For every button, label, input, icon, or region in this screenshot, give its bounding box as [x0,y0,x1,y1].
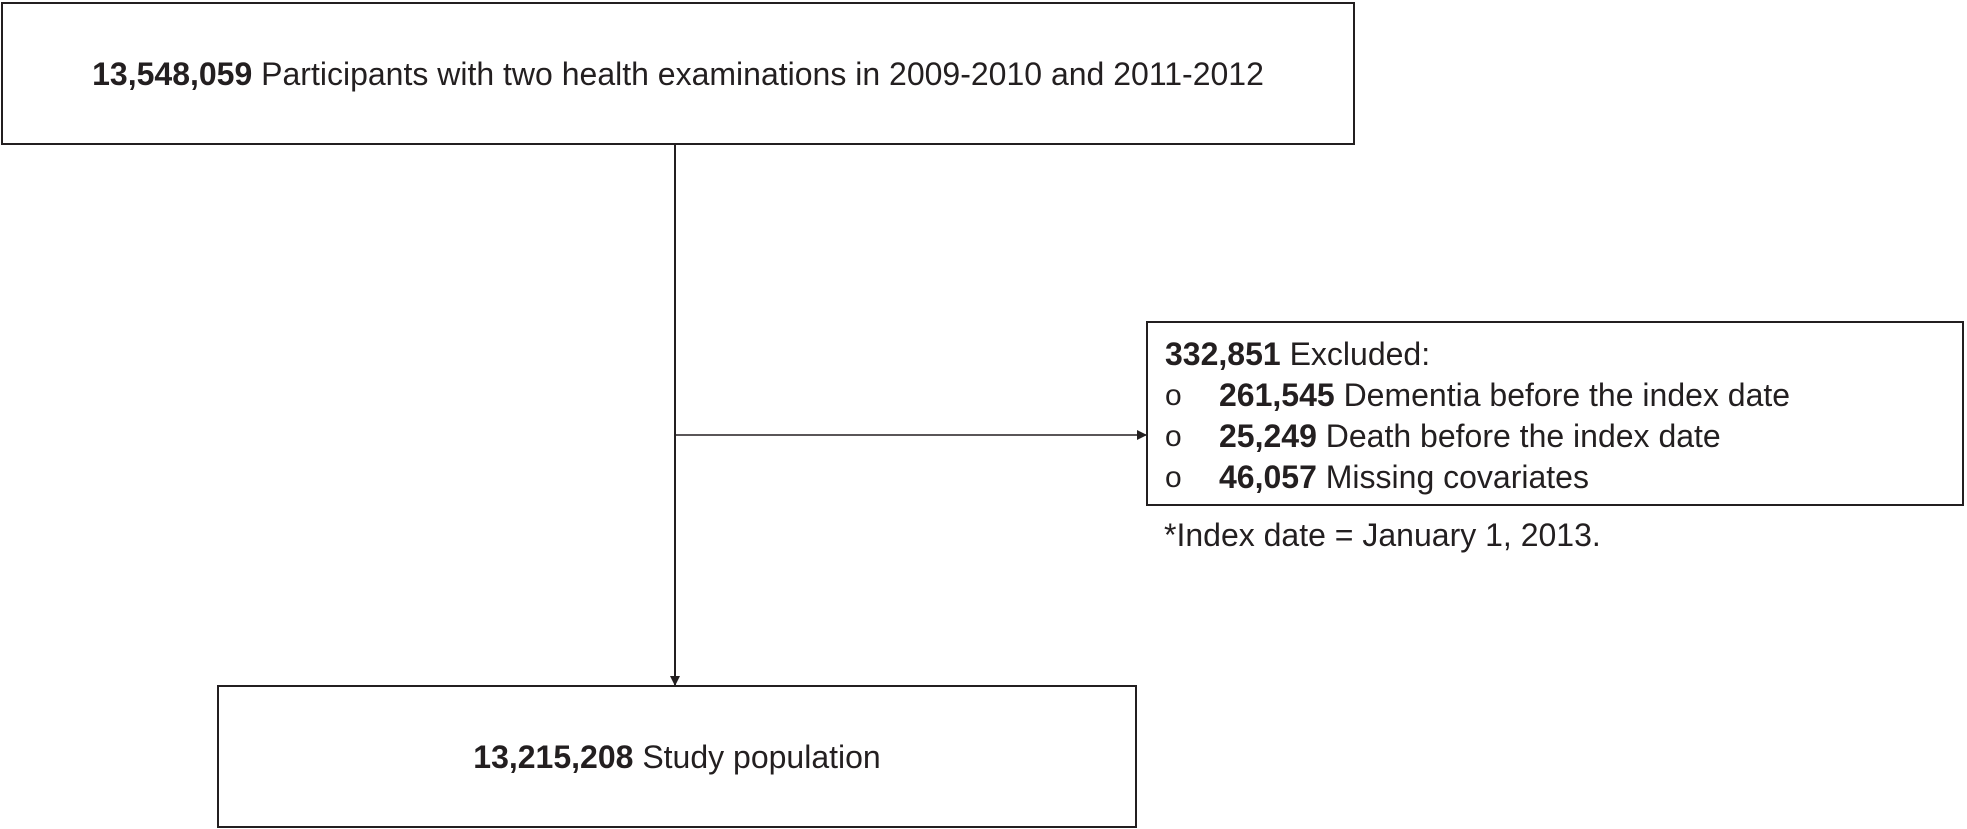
excluded-list: o 261,545 Dementia before the index date… [1165,375,1962,498]
excluded-count: 332,851 [1165,336,1281,372]
excluded-item-death: o 25,249 Death before the index date [1165,416,1962,457]
participants-count: 13,548,059 [92,55,253,92]
excluded-item-count: 261,545 [1219,377,1335,413]
circle-bullet-icon: o [1165,420,1182,453]
excluded-item-label: Death before the index date [1325,418,1721,454]
participants-label: Participants with two health examination… [261,55,1264,92]
excluded-item-label: Missing covariates [1325,459,1589,495]
participants-box: 13,548,059 Participants with two health … [1,2,1355,145]
excluded-item-missing: o 46,057 Missing covariates [1165,457,1962,498]
circle-bullet-icon: o [1165,379,1182,412]
study-population-box: 13,215,208 Study population [217,685,1137,828]
circle-bullet-icon: o [1165,461,1182,494]
study-population-label: Study population [642,738,881,775]
participants-line: 13,548,059 Participants with two health … [92,55,1264,93]
excluded-item-count: 25,249 [1219,418,1317,454]
index-date-footnote: *Index date = January 1, 2013. [1164,517,1601,553]
excluded-label: Excluded: [1289,336,1431,372]
excluded-header: 332,851 Excluded: [1165,334,1962,375]
excluded-item-label: Dementia before the index date [1343,377,1791,413]
excluded-item-count: 46,057 [1219,459,1317,495]
excluded-item-dementia: o 261,545 Dementia before the index date [1165,375,1962,416]
excluded-box: 332,851 Excluded: o 261,545 Dementia bef… [1146,321,1964,506]
study-population-line: 13,215,208 Study population [473,738,880,776]
study-population-count: 13,215,208 [473,738,634,775]
